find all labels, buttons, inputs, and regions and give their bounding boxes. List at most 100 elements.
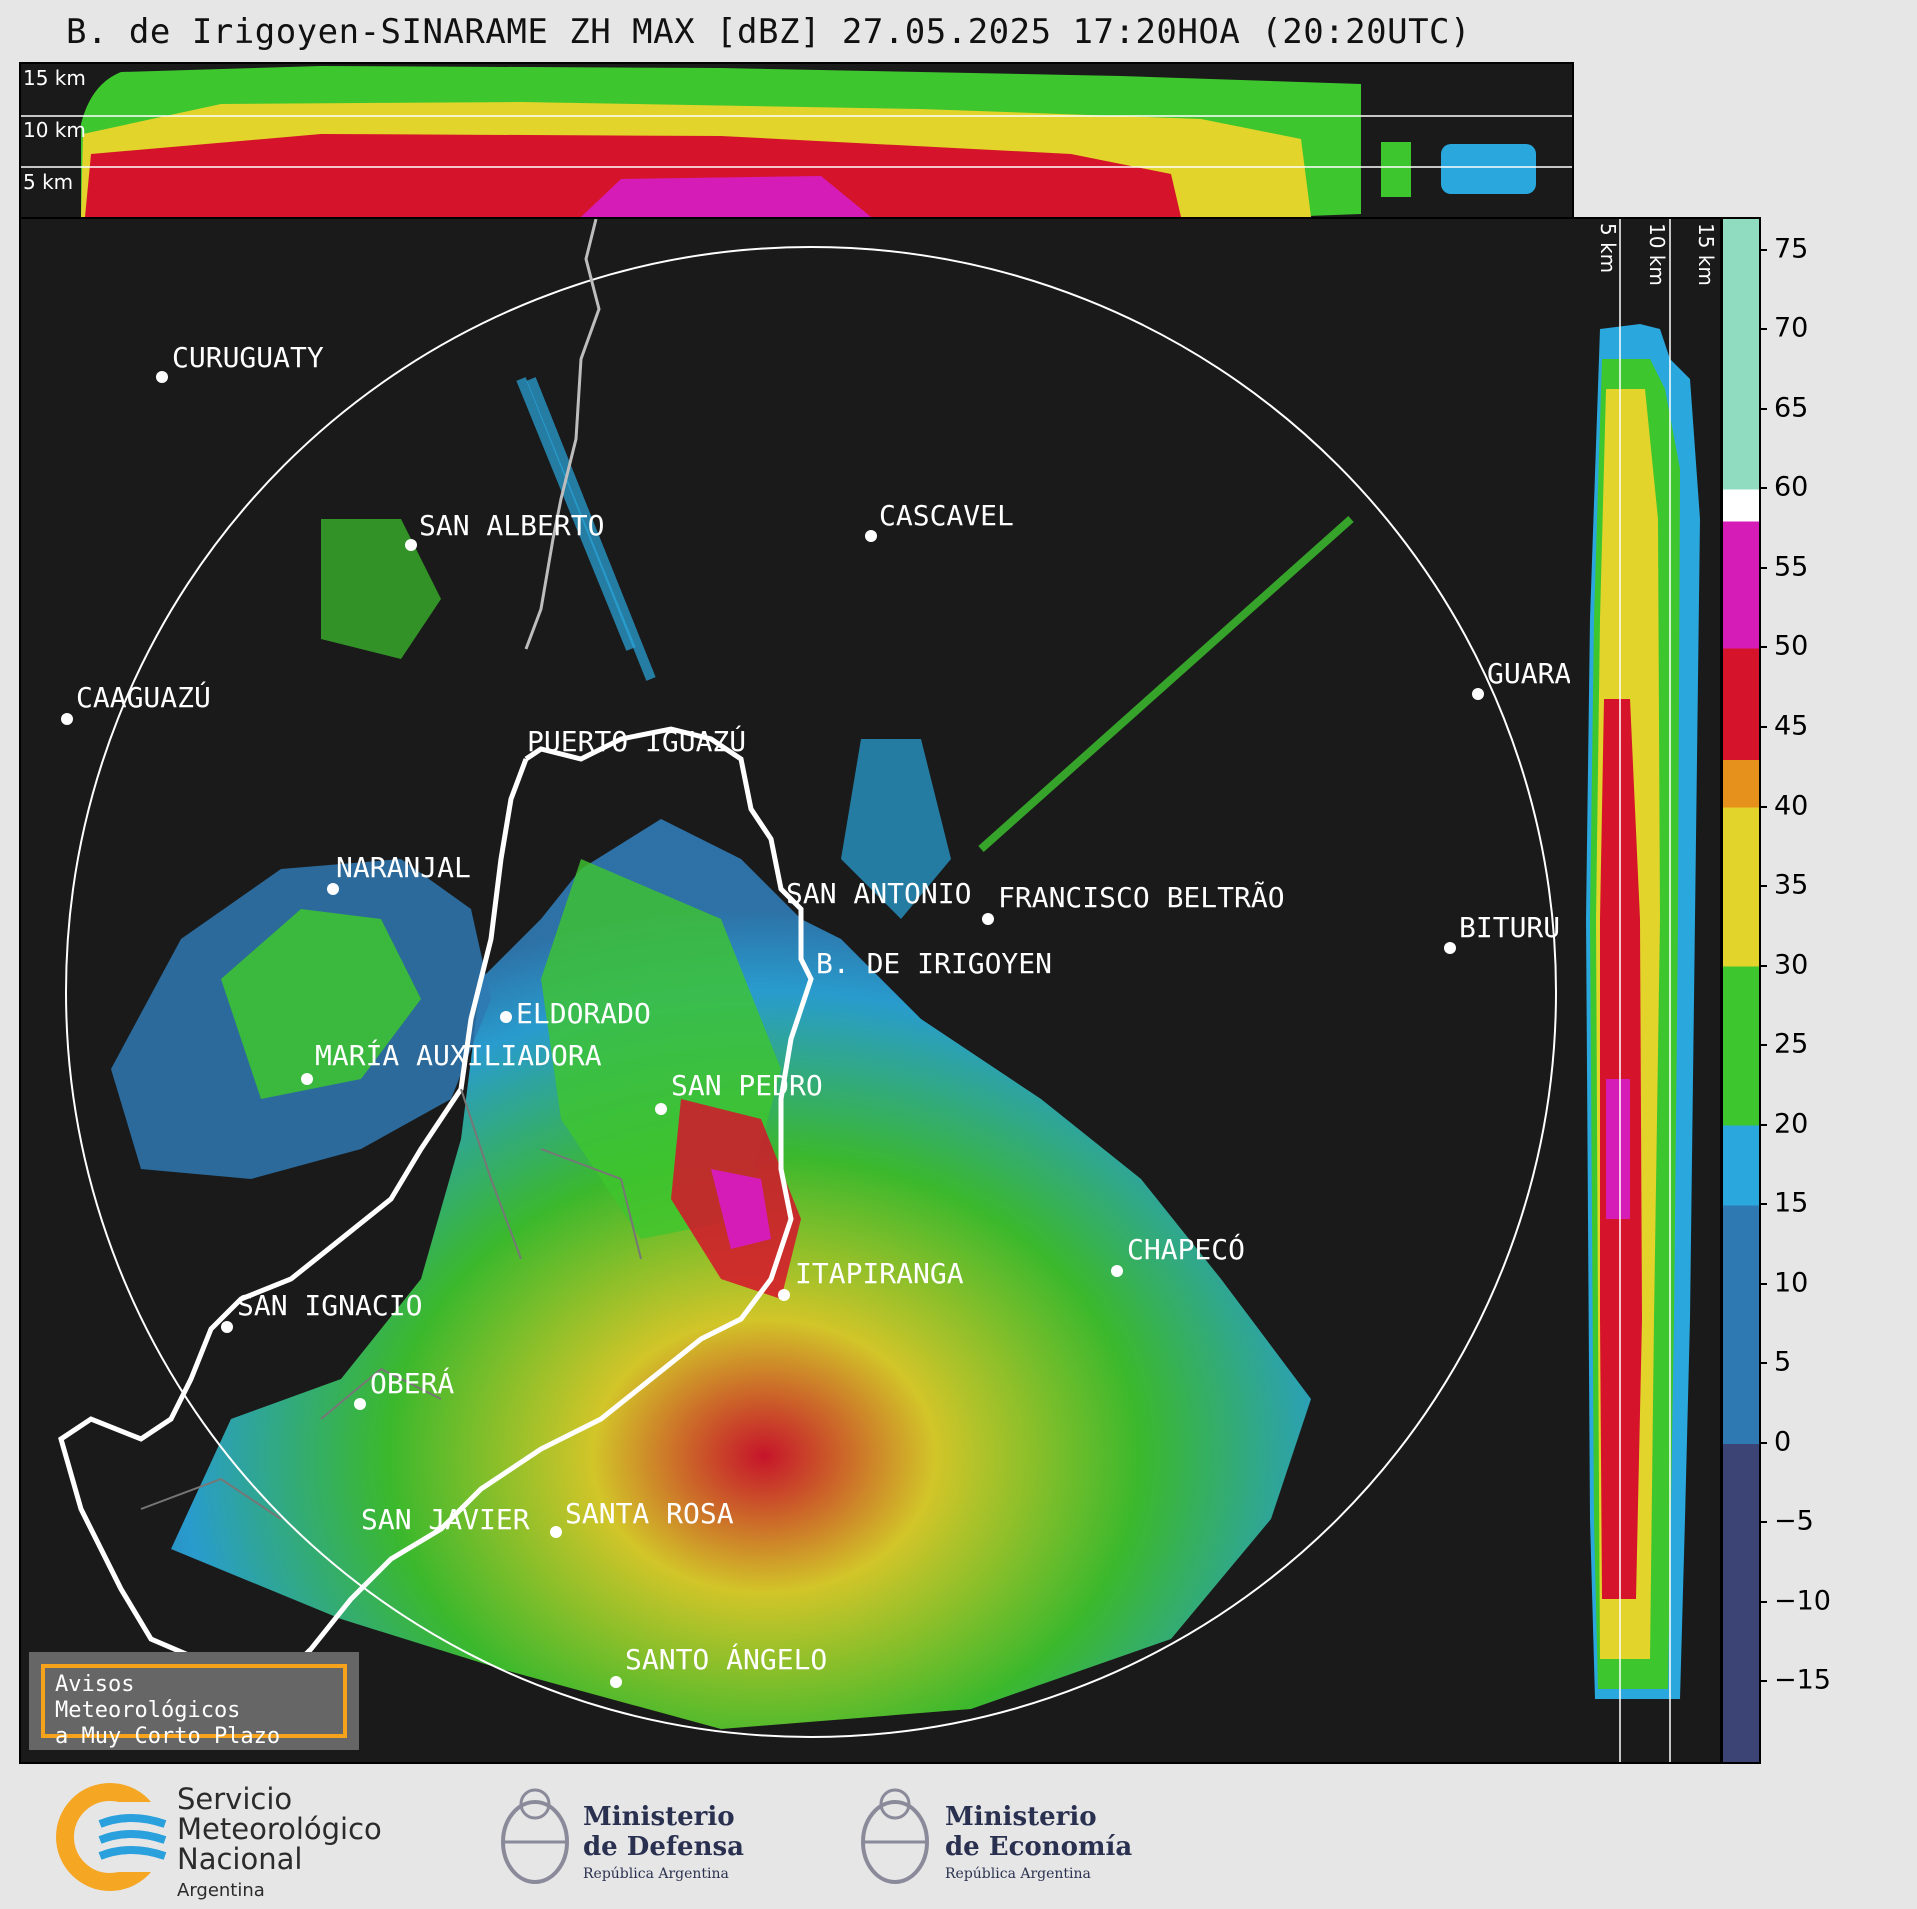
city-puerto-iguazu: PUERTO IGUAZÚ: [527, 725, 747, 758]
escudo-defensa-icon: [501, 1788, 569, 1884]
colorbar-tick: [1759, 646, 1767, 649]
city-curuguaty: CURUGUATY: [172, 341, 324, 374]
precip-cell-northeast: [841, 739, 951, 919]
city-san-antonio: SAN ANTONIO: [786, 877, 972, 910]
colorbar-tick: [1759, 885, 1767, 888]
economia-line-1: Ministerio: [945, 1802, 1097, 1832]
city-dot: [865, 530, 877, 542]
city-eldorado: ELDORADO: [516, 997, 651, 1030]
height-label-5km: 5 km: [23, 170, 74, 194]
city-dot: [221, 1321, 233, 1333]
colorbar: [1721, 217, 1761, 1764]
city-dot: [327, 883, 339, 895]
colorbar-tick-label: 55: [1774, 551, 1809, 583]
defensa-line-2: de Defensa: [583, 1832, 744, 1862]
defensa-line-3: República Argentina: [583, 1866, 729, 1882]
colorbar-tick-label: 0: [1774, 1426, 1792, 1458]
top-cross-section-panel: 15 km 10 km 5 km: [19, 62, 1574, 219]
city-obera: OBERÁ: [370, 1367, 455, 1400]
city-san-javier: SAN JAVIER: [361, 1503, 530, 1536]
colorbar-tick-label: 20: [1774, 1108, 1809, 1140]
echo-cell: [1441, 144, 1536, 194]
top-cross-section-plot: [21, 66, 1572, 217]
side-height-label-15km: 15 km: [1694, 223, 1718, 286]
range-ring: [65, 246, 1557, 1738]
city-chapeco: CHAPECÓ: [1127, 1233, 1246, 1266]
colorbar-tick: [1759, 1521, 1767, 1524]
echo-magenta: [581, 176, 871, 217]
colorbar-tick-label: 65: [1774, 392, 1809, 424]
colorbar-tick-label: 10: [1774, 1267, 1809, 1299]
city-dot: [982, 913, 994, 925]
colorbar-tick: [1759, 407, 1767, 410]
colorbar-tick: [1759, 1123, 1767, 1126]
city-san-ignacio: SAN IGNACIO: [237, 1289, 423, 1322]
city-dot: [778, 1289, 790, 1301]
colorbar-tick-label: 70: [1774, 312, 1809, 344]
colorbar-tick-label: 30: [1774, 949, 1809, 981]
city-san-alberto: SAN ALBERTO: [419, 509, 605, 542]
smn-line-3: Nacional: [177, 1842, 303, 1876]
colorbar-tick: [1759, 1044, 1767, 1047]
city-santa-rosa: SANTA ROSA: [565, 1497, 734, 1530]
colorbar-tick: [1759, 487, 1767, 490]
colorbar-tick: [1759, 328, 1767, 331]
radar-map-panel: CURUGUATY SAN ALBERTO CASCAVEL CAAGUAZÚ …: [19, 217, 1574, 1764]
radar-map: [58, 219, 1557, 1738]
city-francisco-beltrao: FRANCISCO BELTRÃO: [998, 881, 1285, 914]
height-label-15km: 15 km: [23, 66, 86, 90]
radar-spoke-ne: [978, 516, 1354, 852]
colorbar-tick-label: 5: [1774, 1346, 1792, 1378]
city-caaguazu: CAAGUAZÚ: [76, 681, 211, 714]
colorbar-tick-label: 40: [1774, 790, 1809, 822]
city-dot: [655, 1103, 667, 1115]
smn-logo-icon: [56, 1783, 185, 1891]
economia-line-3: República Argentina: [945, 1866, 1091, 1882]
avisos-box[interactable]: Avisos Meteorológicos a Muy Corto Plazo: [29, 1652, 359, 1750]
colorbar-tick: [1759, 1600, 1767, 1603]
colorbar-tick: [1759, 566, 1767, 569]
city-dot: [1111, 1265, 1123, 1277]
colorbar-tick-label: −15: [1774, 1664, 1831, 1696]
border-paraguay-brazil: [524, 219, 601, 650]
side-cross-section-panel: 5 km 10 km 15 km: [1570, 217, 1722, 1764]
side-cross-section-plot: [1586, 219, 1700, 1762]
economia-line-2: de Economía: [945, 1832, 1133, 1862]
height-label-10km: 10 km: [23, 118, 86, 142]
border-argentina-paraguay: [58, 758, 529, 1692]
city-itapiranga: ITAPIRANGA: [795, 1257, 964, 1290]
colorbar-tick-label: 45: [1774, 710, 1809, 742]
colorbar-tick-label: 75: [1774, 233, 1809, 265]
colorbar-tick: [1759, 1203, 1767, 1206]
colorbar-tick-label: 25: [1774, 1028, 1809, 1060]
avisos-label[interactable]: Avisos Meteorológicos a Muy Corto Plazo: [41, 1664, 347, 1749]
city-dot: [1444, 942, 1456, 954]
smn-line-2: Meteorológico: [177, 1812, 382, 1846]
city-dot: [156, 371, 168, 383]
border-argentina-brazil: [269, 726, 814, 1691]
colorbar-tick: [1759, 726, 1767, 729]
city-dot: [61, 713, 73, 725]
precip-core-magenta: [711, 1169, 771, 1249]
city-maria-auxiliadora: MARÍA AUXILIADORA: [315, 1039, 602, 1072]
city-santo-angelo: SANTO ÁNGELO: [625, 1643, 828, 1676]
colorbar-tick: [1759, 964, 1767, 967]
city-san-pedro: SAN PEDRO: [671, 1069, 823, 1102]
city-bituru: BITURU: [1459, 911, 1561, 944]
echo-red: [85, 134, 1181, 217]
city-dot: [354, 1398, 366, 1410]
side-height-label-10km: 10 km: [1645, 223, 1669, 286]
city-dot: [500, 1011, 512, 1023]
escudo-economia-icon: [861, 1788, 929, 1884]
colorbar-tick-label: 50: [1774, 630, 1809, 662]
colorbar-tick-label: 35: [1774, 869, 1809, 901]
city-dot: [405, 539, 417, 551]
smn-line-1: Servicio: [177, 1782, 293, 1816]
precip-core-west: [221, 909, 421, 1099]
city-dot: [610, 1676, 622, 1688]
colorbar-tick-label: −5: [1774, 1505, 1814, 1537]
city-dot: [301, 1073, 313, 1085]
colorbar-tick: [1759, 248, 1767, 251]
city-guara: GUARA: [1487, 657, 1572, 690]
avisos-line-1: Avisos Meteorológicos: [55, 1672, 241, 1723]
